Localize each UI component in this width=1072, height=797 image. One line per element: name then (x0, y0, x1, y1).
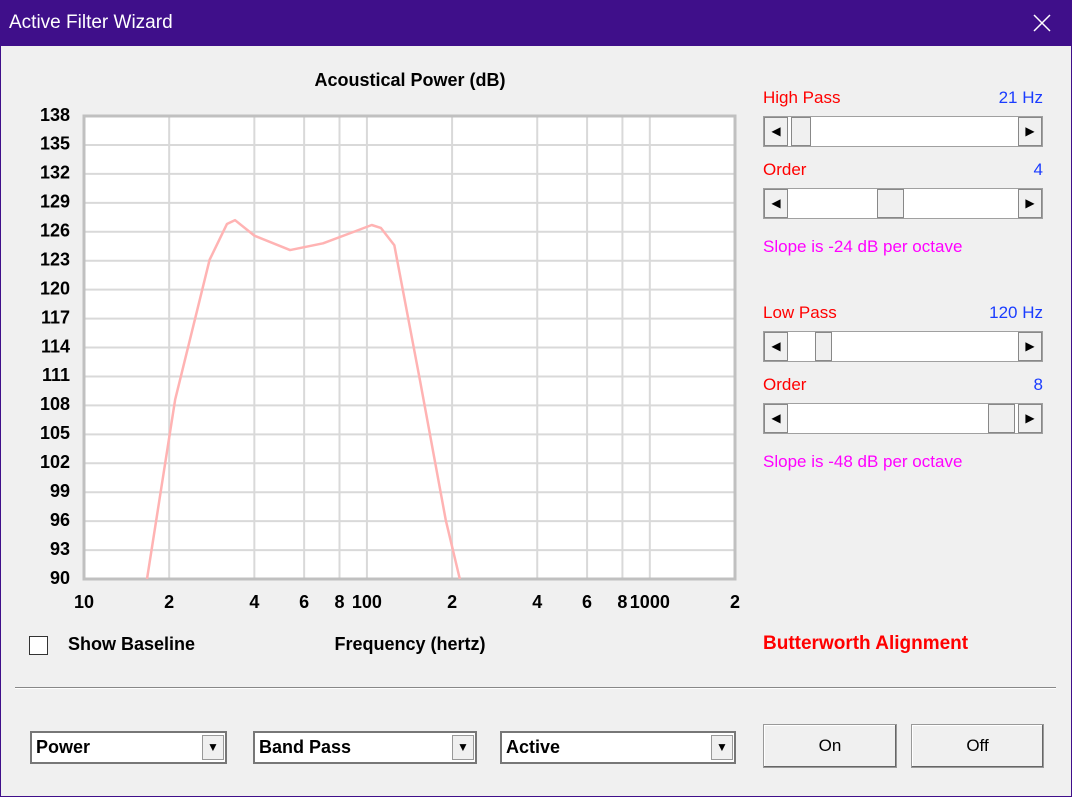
window-title: Active Filter Wizard (9, 12, 173, 33)
button[interactable]: Off (911, 724, 1044, 768)
x-axis-title: Frequency (hertz) (334, 634, 485, 654)
chart-title: Acoustical Power (dB) (314, 70, 505, 90)
x-tick-label: 2 (447, 592, 457, 612)
low-pass-slider[interactable]: ◀ ▶ (763, 331, 1043, 362)
plot-border (82, 114, 737, 581)
dropdown[interactable]: Active ▼ (500, 731, 736, 764)
y-tick-label: 108 (40, 394, 70, 414)
show-baseline-label[interactable]: Show Baseline (68, 634, 196, 654)
y-tick-label: 102 (40, 452, 70, 472)
y-tick-label: 129 (40, 192, 70, 212)
x-tick-label: 10 (74, 592, 94, 612)
dropdown-text: Power (36, 737, 91, 757)
y-tick-label: 120 (40, 278, 70, 298)
x-tick-label: 4 (249, 592, 259, 612)
slope-text: Slope is -24 dB per octave (763, 237, 963, 256)
x-tick-label: 1000 (630, 592, 670, 612)
x-tick-label: 100 (352, 592, 382, 612)
alignment-label: Butterworth Alignment (763, 633, 969, 654)
y-tick-label: 90 (50, 568, 70, 588)
y-tick-label: 111 (42, 365, 70, 385)
high-pass-label: High Pass (763, 88, 841, 107)
order-label: Order (763, 375, 807, 394)
x-tick-label: 8 (334, 592, 344, 612)
order-slider[interactable]: ◀ ▶ (763, 403, 1043, 434)
y-tick-label: 126 (40, 221, 70, 241)
y-tick-label: 114 (41, 336, 70, 356)
x-tick-label: 2 (164, 592, 174, 612)
y-tick-label: 96 (50, 510, 70, 530)
high-pass-value: 21 Hz (998, 88, 1043, 107)
order-value: 4 (1033, 160, 1043, 179)
low-pass-label: Low Pass (763, 303, 837, 322)
x-tick-label: 2 (730, 592, 740, 612)
checkbox[interactable] (29, 636, 48, 655)
slope-text: Slope is -48 dB per octave (763, 452, 963, 471)
x-tick-label: 4 (532, 592, 542, 612)
order-value: 8 (1033, 375, 1043, 394)
chart: Acoustical Power (dB) Frequency (hertz) … (40, 70, 740, 654)
title-bar: Active Filter Wizard (0, 0, 1072, 46)
x-tick-label: 8 (617, 592, 627, 612)
button[interactable]: On (763, 724, 897, 768)
order-slider[interactable]: ◀ ▶ (763, 188, 1043, 219)
close-button[interactable] (1032, 13, 1052, 33)
x-tick-label: 6 (299, 592, 309, 612)
y-tick-label: 135 (40, 134, 70, 154)
y-tick-label: 99 (50, 481, 70, 501)
y-tick-label: 93 (50, 539, 70, 559)
dropdown[interactable]: Band Pass ▼ (253, 731, 477, 764)
y-tick-label: 117 (41, 307, 70, 327)
y-tick-label: 138 (40, 105, 70, 125)
response-curve (145, 218, 462, 579)
x-tick-label: 6 (582, 592, 592, 612)
y-tick-label: 123 (40, 249, 70, 269)
high-pass-slider[interactable]: ◀ ▶ (763, 116, 1043, 147)
y-tick-label: 105 (40, 423, 70, 443)
y-tick-label: 132 (40, 163, 70, 183)
order-label: Order (763, 160, 807, 179)
dropdown-text: Active (506, 737, 561, 757)
dropdown[interactable]: Power ▼ (30, 731, 227, 764)
dropdown-text: Band Pass (259, 737, 352, 757)
low-pass-value: 120 Hz (989, 303, 1043, 322)
separator (15, 687, 1056, 689)
